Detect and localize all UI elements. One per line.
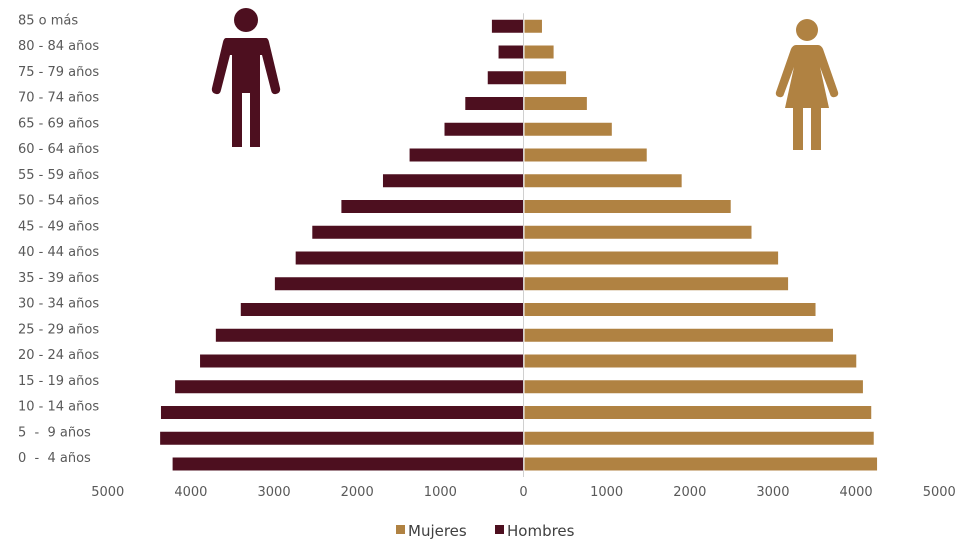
bar-mujeres-30-34-a-os [524, 303, 816, 316]
bar-mujeres-85-o-m-s [524, 19, 542, 33]
x-tick-label: 1000 [424, 485, 457, 500]
x-tick-label: 3000 [756, 485, 789, 500]
bar-hombres-85-o-m-s [491, 19, 524, 33]
bar-hombres-10-14-a-os [160, 406, 524, 419]
bar-mujeres-45-49-a-os [524, 225, 752, 239]
bar-hombres-40-44-a-os [295, 251, 524, 265]
bar-mujeres-80-84-a-os [524, 45, 554, 59]
bar-mujeres-25-29-a-os [524, 328, 833, 342]
legend: Mujeres Hombres [396, 522, 575, 540]
bar-hombres-15-19-a-os [175, 380, 524, 394]
bar-mujeres-35-39-a-os [524, 277, 789, 291]
bar-mujeres-40-44-a-os [524, 251, 779, 265]
bar-mujeres-15-19-a-os [524, 380, 863, 394]
bar-hombres-55-59-a-os [382, 174, 524, 188]
category-label: 85 o más [18, 13, 78, 28]
man-icon [211, 8, 281, 147]
bar-hombres-65-69-a-os [444, 122, 524, 136]
category-label: 80 - 84 años [18, 39, 99, 54]
bar-mujeres-75-79-a-os [524, 71, 567, 85]
bar-mujeres-70-74-a-os [524, 97, 587, 110]
category-label: 15 - 19 años [18, 374, 99, 389]
bar-hombres-50-54-a-os [341, 200, 524, 213]
bar-hombres-60-64-a-os [409, 148, 524, 162]
bar-mujeres-60-64-a-os [524, 148, 647, 162]
category-label: 25 - 29 años [18, 322, 99, 337]
x-tick-label: 5000 [923, 485, 956, 500]
category-label: 75 - 79 años [18, 65, 99, 80]
legend-label-hombres: Hombres [507, 522, 575, 540]
category-label: 50 - 54 años [18, 194, 99, 209]
bar-hombres-0-4-a-os [172, 457, 524, 471]
category-labels: 0 - 4 años 5 - 9 años 10 - 14 años 15 - 19 … [18, 13, 99, 466]
bar-hombres-75-79-a-os [487, 71, 524, 85]
bar-mujeres-50-54-a-os [524, 200, 731, 213]
x-tick-label: 0 [519, 485, 527, 500]
bar-hombres-70-74-a-os [465, 97, 524, 110]
category-label: 40 - 44 años [18, 245, 99, 260]
bar-mujeres-55-59-a-os [524, 174, 682, 188]
bar-hombres-25-29-a-os [215, 328, 524, 342]
bar-hombres-20-24-a-os [200, 354, 524, 368]
bar-mujeres-5-9-a-os [524, 431, 874, 445]
x-axis-tick-labels: 5000 4000 3000 2000 1000 0 1000 2000 3000 4000 500… [91, 485, 956, 500]
bar-mujeres-20-24-a-os [524, 354, 857, 368]
category-label: 65 - 69 años [18, 116, 99, 131]
category-label: 20 - 24 años [18, 348, 99, 363]
legend-item-mujeres: Mujeres [396, 522, 467, 540]
category-label: 30 - 34 años [18, 297, 99, 312]
category-label: 35 - 39 años [18, 271, 99, 286]
bars-layer [160, 19, 878, 471]
legend-label-mujeres: Mujeres [408, 522, 467, 540]
x-tick-label: 5000 [91, 485, 124, 500]
category-label: 55 - 59 años [18, 168, 99, 183]
x-tick-label: 2000 [341, 485, 374, 500]
category-label: 10 - 14 años [18, 400, 99, 415]
bar-mujeres-65-69-a-os [524, 122, 612, 136]
category-label: 60 - 64 años [18, 142, 99, 157]
legend-item-hombres: Hombres [495, 522, 575, 540]
category-label: 70 - 74 años [18, 91, 99, 106]
category-label: 5 - 9 años [18, 425, 91, 440]
bar-hombres-5-9-a-os [160, 431, 524, 445]
x-tick-label: 3000 [258, 485, 291, 500]
x-tick-label: 4000 [840, 485, 873, 500]
x-tick-label: 1000 [590, 485, 623, 500]
category-label: 0 - 4 años [18, 451, 91, 466]
legend-swatch-mujeres [396, 525, 405, 534]
bar-mujeres-0-4-a-os [524, 457, 878, 471]
x-tick-label: 2000 [673, 485, 706, 500]
x-tick-label: 4000 [174, 485, 207, 500]
bar-hombres-35-39-a-os [274, 277, 524, 291]
legend-swatch-hombres [495, 525, 504, 534]
bar-hombres-80-84-a-os [498, 45, 524, 59]
woman-icon [775, 19, 839, 150]
bar-mujeres-10-14-a-os [524, 406, 872, 419]
bar-hombres-30-34-a-os [240, 303, 524, 316]
bar-hombres-45-49-a-os [312, 225, 524, 239]
category-label: 45 - 49 años [18, 219, 99, 234]
